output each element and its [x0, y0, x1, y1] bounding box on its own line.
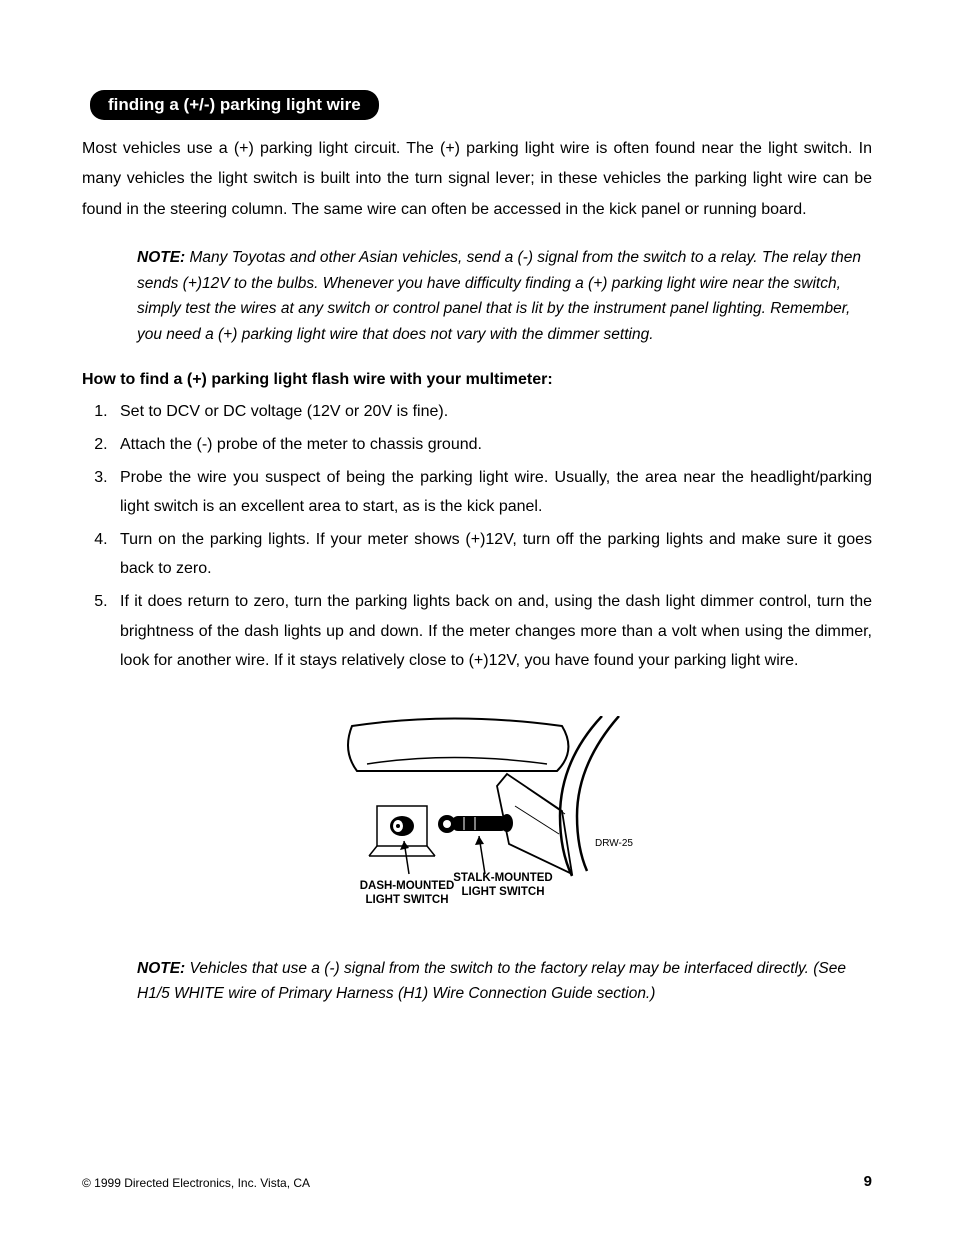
- diagram-container: DASH-MOUNTED LIGHT SWITCH STALK-MOUNTED …: [297, 716, 657, 926]
- steps-list: Set to DCV or DC voltage (12V or 20V is …: [88, 397, 872, 675]
- list-item: Probe the wire you suspect of being the …: [112, 463, 872, 522]
- section-title-pill: finding a (+/-) parking light wire: [90, 90, 379, 120]
- list-item: Attach the (-) probe of the meter to cha…: [112, 430, 872, 460]
- note-text: Many Toyotas and other Asian vehicles, s…: [137, 249, 861, 343]
- list-item: Set to DCV or DC voltage (12V or 20V is …: [112, 397, 872, 427]
- footer-copyright: © 1999 Directed Electronics, Inc. Vista,…: [82, 1176, 310, 1190]
- diagram-label-right-1: STALK-MOUNTED: [453, 872, 552, 884]
- note-text: Vehicles that use a (-) signal from the …: [137, 960, 846, 1003]
- note-block-1: NOTE: Many Toyotas and other Asian vehic…: [137, 245, 872, 347]
- list-item: If it does return to zero, turn the park…: [112, 587, 872, 676]
- note-label: NOTE:: [137, 960, 185, 977]
- sub-heading: How to find a (+) parking light flash wi…: [82, 371, 872, 389]
- diagram-label-right-2: LIGHT SWITCH: [461, 886, 544, 898]
- list-item: Turn on the parking lights. If your mete…: [112, 525, 872, 584]
- intro-paragraph: Most vehicles use a (+) parking light ci…: [82, 134, 872, 225]
- diagram-code: DRW-25: [595, 838, 633, 849]
- note-block-2: NOTE: Vehicles that use a (-) signal fro…: [137, 956, 872, 1007]
- footer-page-number: 9: [864, 1173, 872, 1190]
- note-label: NOTE:: [137, 249, 185, 266]
